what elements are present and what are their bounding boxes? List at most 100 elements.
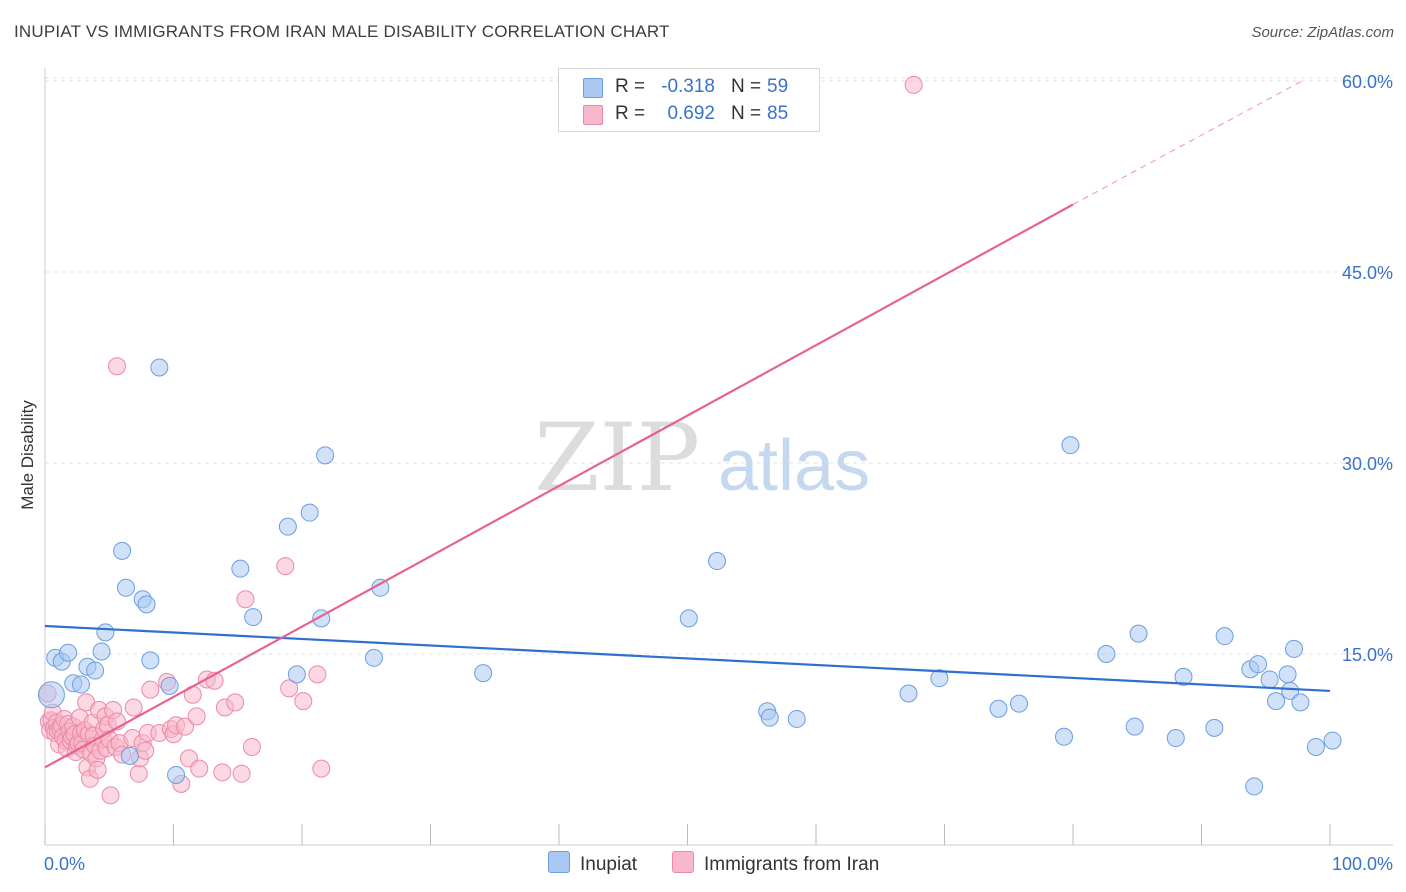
legend-r-value: -0.318 <box>661 76 715 97</box>
iran-point <box>129 764 148 783</box>
iran-point <box>280 679 299 698</box>
iran-point <box>107 357 126 376</box>
inupiat-point <box>364 648 383 667</box>
inupiat-point <box>141 651 160 670</box>
iran-point <box>242 737 261 756</box>
inupiat-point <box>231 559 250 578</box>
inupiat-point <box>1323 731 1342 750</box>
inupiat-point <box>287 665 306 684</box>
iran-point <box>187 707 206 726</box>
inupiat-point <box>1215 627 1234 646</box>
iran-trend-line <box>44 203 1074 769</box>
iran-point <box>904 75 923 94</box>
inupiat-point <box>137 595 156 614</box>
inupiat-point <box>116 578 135 597</box>
legend-n-label: N = <box>731 103 762 124</box>
y-tick-label: 45.0% <box>1342 263 1393 283</box>
inupiat-point <box>120 746 139 765</box>
inupiat-point <box>278 517 297 536</box>
inupiat-point <box>96 623 115 642</box>
legend-r-label: R = <box>615 76 646 97</box>
inupiat-point <box>59 643 78 662</box>
iran-point <box>101 786 120 805</box>
inupiat-point <box>1306 737 1325 756</box>
inupiat-point <box>1281 681 1300 700</box>
iran-point <box>141 680 160 699</box>
y-tick-label: 30.0% <box>1342 454 1393 474</box>
inupiat-point <box>1174 667 1193 686</box>
legend-r-value: 0.692 <box>667 103 715 124</box>
stats-legend: R = -0.318 N = 59 R = 0.692 N = 85 <box>558 68 820 132</box>
iran-point <box>213 763 232 782</box>
trend-lines <box>44 79 1331 769</box>
legend-r-label: R = <box>615 103 646 124</box>
inupiat-point <box>1055 727 1074 746</box>
watermark-atlas: atlas <box>718 426 870 506</box>
inupiat-point <box>1205 718 1224 737</box>
inupiat-point <box>1010 694 1029 713</box>
legend-n-label: N = <box>731 76 762 97</box>
legend-swatch-iran <box>672 851 694 873</box>
iran-point <box>190 759 209 778</box>
inupiat-point <box>1278 665 1297 684</box>
inupiat-point <box>1291 693 1310 712</box>
inupiat-point <box>160 676 179 695</box>
series-legend: Inupiat Immigrants from Iran <box>0 851 1406 877</box>
legend-item-inupiat[interactable]: Inupiat <box>548 851 637 876</box>
inupiat-point <box>92 642 111 661</box>
inupiat-point <box>86 661 105 680</box>
inupiat-point <box>37 681 65 709</box>
legend-row-iran: R = 0.692 N = 85 <box>559 100 819 128</box>
inupiat-point <box>679 609 698 628</box>
iran-point <box>124 698 143 717</box>
inupiat-point <box>760 708 779 727</box>
inupiat-point <box>1249 655 1268 674</box>
legend-item-iran[interactable]: Immigrants from Iran <box>672 851 879 876</box>
y-tick-label: 15.0% <box>1342 645 1393 665</box>
inupiat-point <box>150 358 169 377</box>
y-tick-label: 60.0% <box>1342 72 1393 92</box>
iran-point <box>176 717 195 736</box>
inupiat-point <box>1267 692 1286 711</box>
inupiat-point <box>1125 717 1144 736</box>
legend-n-value: 59 <box>767 76 789 97</box>
legend-label-iran: Immigrants from Iran <box>704 854 880 875</box>
inupiat-point <box>1097 645 1116 663</box>
iran-point <box>232 764 251 783</box>
legend-swatch-pink <box>583 105 603 125</box>
series-iran-points <box>38 75 923 805</box>
x-tick-label-start: 0.0% <box>44 854 85 874</box>
inupiat-point <box>899 684 918 703</box>
iran-trend-extension <box>1072 79 1305 206</box>
legend-swatch-inupiat <box>548 851 570 873</box>
inupiat-point <box>1166 729 1185 748</box>
inupiat-point <box>244 608 263 627</box>
iran-point <box>276 557 295 576</box>
legend-n-value: 85 <box>767 103 789 124</box>
inupiat-point <box>989 699 1008 718</box>
inupiat-point <box>113 541 132 560</box>
iran-point <box>88 760 107 779</box>
x-tick-label-end: 100.0% <box>1332 854 1393 874</box>
chart-title: INUPIAT VS IMMIGRANTS FROM IRAN MALE DIS… <box>14 22 670 41</box>
legend-swatch-blue <box>583 78 603 98</box>
watermark-zip: ZIP <box>534 404 700 513</box>
inupiat-point <box>316 446 335 465</box>
iran-point <box>236 590 255 609</box>
inupiat-point <box>71 675 90 694</box>
inupiat-point <box>1245 777 1264 796</box>
inupiat-point <box>930 669 949 688</box>
inupiat-point <box>474 664 493 683</box>
inupiat-point <box>1285 639 1304 658</box>
iran-point <box>226 693 245 712</box>
iran-point <box>312 759 331 778</box>
iran-point <box>136 741 155 760</box>
series-inupiat-points <box>37 358 1342 796</box>
source-label: Source: ZipAtlas.com <box>1251 24 1394 41</box>
tick-labels: 15.0% 30.0% 45.0% 60.0% 0.0% 100.0% <box>44 72 1393 874</box>
inupiat-point <box>1260 670 1279 689</box>
inupiat-point <box>167 765 186 784</box>
iran-point <box>294 692 313 711</box>
inupiat-trend-line <box>44 624 1331 693</box>
